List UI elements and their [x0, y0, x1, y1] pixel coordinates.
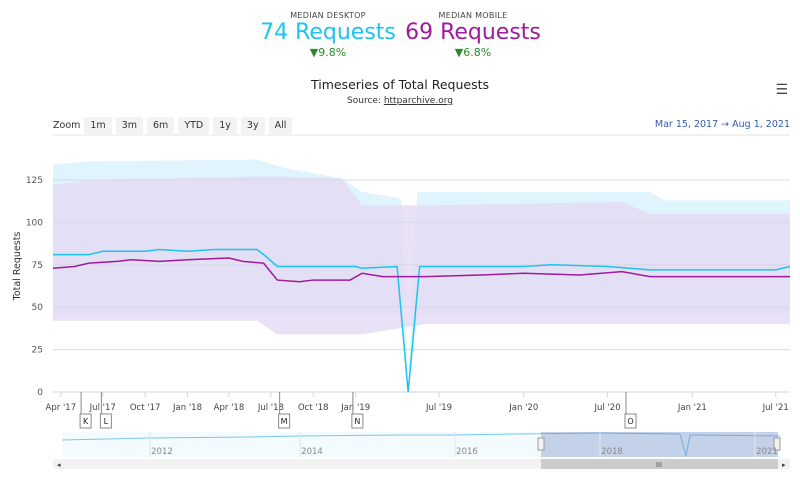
- zoom-controls: Zoom 1m 3m 6m YTD 1y 3y All: [53, 117, 293, 134]
- navigator-year-label: 2021: [756, 447, 778, 457]
- x-tick-label: Jan '19: [340, 403, 370, 413]
- range-band: [53, 176, 790, 335]
- zoom-6m-button[interactable]: 6m: [147, 117, 175, 134]
- scrollbar-grip-icon: III: [656, 461, 662, 469]
- y-tick-label: 125: [26, 176, 43, 186]
- chart-title: Timeseries of Total Requests: [310, 77, 490, 92]
- zoom-1y-button[interactable]: 1y: [213, 117, 237, 134]
- navigator-year-label: 2018: [601, 447, 623, 457]
- navigator-selected-range[interactable]: [541, 432, 778, 457]
- navigator-background: [62, 432, 780, 457]
- flag-box: [351, 413, 364, 429]
- arrow-right-icon: →: [721, 119, 730, 130]
- scrollbar-thumb[interactable]: [541, 459, 778, 469]
- zoom-label: Zoom: [53, 120, 81, 131]
- source-label: Source:: [347, 96, 384, 106]
- kpi-desktop: MEDIAN DESKTOP 74 Requests ▼9.8%: [258, 11, 398, 59]
- kpi-change: 6.8%: [463, 46, 492, 59]
- down-arrow-icon: ▼: [454, 46, 464, 59]
- y-tick-label: 25: [32, 346, 43, 356]
- x-tick-label: Jul '18: [257, 403, 284, 413]
- chart-source: Source: httparchive.org: [0, 96, 800, 106]
- flag-label[interactable]: K: [83, 417, 89, 426]
- zoom-3m-button[interactable]: 3m: [115, 117, 144, 134]
- scroll-left-icon[interactable]: ◂: [57, 461, 61, 469]
- zoom-ytd-button[interactable]: YTD: [178, 117, 210, 134]
- source-link[interactable]: httparchive.org: [383, 96, 453, 106]
- x-tick-label: Apr '18: [214, 403, 245, 413]
- x-tick-label: Oct '18: [298, 403, 329, 413]
- x-tick-label: Apr '17: [46, 403, 77, 413]
- flag-box: [278, 413, 291, 429]
- flag-box: [624, 413, 637, 429]
- kpi-value: 74 Requests: [260, 20, 396, 45]
- zoom-all-button[interactable]: All: [268, 117, 293, 134]
- hamburger-menu-icon[interactable]: ☰: [775, 82, 788, 98]
- navigator-series: [61, 432, 781, 457]
- range-from[interactable]: Mar 15, 2017: [654, 119, 719, 130]
- x-tick-label: Jul '19: [425, 403, 452, 413]
- x-tick-label: Jan '20: [508, 403, 538, 413]
- x-tick-label: Jul '17: [89, 403, 116, 413]
- navigator-year-label: 2016: [456, 447, 478, 457]
- scrollbar-track[interactable]: [53, 459, 790, 469]
- kpi-mobile: MEDIAN MOBILE 69 Requests ▼6.8%: [403, 11, 543, 59]
- range-to[interactable]: Aug 1, 2021: [732, 119, 790, 130]
- kpi-change: 9.8%: [318, 46, 347, 59]
- y-axis-label: Total Requests: [12, 232, 23, 302]
- zoom-1m-button[interactable]: 1m: [84, 117, 112, 134]
- x-tick-label: Jul '20: [594, 403, 621, 413]
- flag-label[interactable]: L: [104, 417, 109, 426]
- flag-label[interactable]: M: [281, 417, 288, 426]
- zoom-3y-button[interactable]: 3y: [240, 117, 265, 134]
- y-tick-label: 50: [32, 303, 44, 313]
- kpi-value: 69 Requests: [405, 20, 541, 45]
- x-tick-label: Oct '17: [130, 403, 161, 413]
- series-line: [52, 257, 790, 283]
- kpi-label: MEDIAN DESKTOP: [290, 11, 366, 20]
- kpi-label: MEDIAN MOBILE: [438, 11, 508, 20]
- y-tick-label: 75: [32, 261, 43, 271]
- flag-label[interactable]: N: [354, 417, 360, 426]
- navigator-handle[interactable]: [537, 437, 545, 451]
- x-tick-label: Jan '21: [677, 403, 707, 413]
- navigator-year-label: 2014: [301, 447, 323, 457]
- scroll-right-icon[interactable]: ▸: [782, 461, 786, 469]
- flag-box: [99, 413, 112, 429]
- navigator-year-label: 2012: [151, 447, 173, 457]
- series-line: [53, 248, 791, 393]
- navigator-handle[interactable]: [773, 437, 781, 451]
- y-tick-label: 100: [26, 218, 43, 228]
- down-arrow-icon: ▼: [309, 46, 319, 59]
- flag-box: [79, 413, 92, 429]
- x-tick-label: Jan '18: [172, 403, 202, 413]
- y-tick-label: 0: [37, 388, 43, 398]
- date-range[interactable]: Mar 15, 2017 → Aug 1, 2021: [655, 119, 790, 130]
- x-tick-label: Jul '21: [762, 403, 789, 413]
- flag-label[interactable]: O: [627, 417, 633, 426]
